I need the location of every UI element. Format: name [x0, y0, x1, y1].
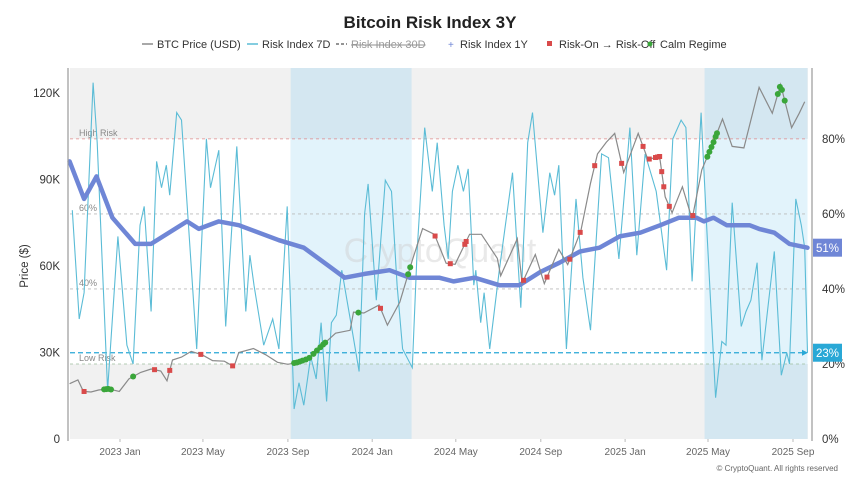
risk-on-to-off-marker [462, 241, 468, 247]
legend: BTC Price (USD) Risk Index 7D Risk Index 3… [142, 39, 727, 51]
calm-regime-marker [708, 143, 715, 150]
calm-regime-shade-band [704, 138, 808, 364]
x-tick: 2023 Jan [99, 447, 140, 458]
risk-on-to-off-marker [666, 203, 672, 209]
legend-item-label: Risk Index 7D [262, 39, 331, 51]
legend-cross-icon: + [448, 40, 454, 51]
calm-regime-marker [407, 264, 414, 271]
y-left-tick: 30K [40, 348, 61, 360]
calm-regime-marker [774, 91, 781, 98]
calm-regime-marker [405, 271, 412, 278]
legend-square-icon [547, 41, 552, 46]
y-right-tick: 0% [822, 434, 839, 446]
x-tick: 2023 May [181, 447, 225, 458]
risk-on-to-off-marker [167, 367, 173, 373]
calm-regime-marker [778, 86, 785, 93]
x-tick: 2023 Sep [266, 447, 309, 458]
risk-on-to-off-marker [198, 351, 204, 357]
risk-on-to-off-marker [592, 163, 598, 169]
calm-regime-marker [781, 97, 788, 104]
x-tick: 2025 Jan [605, 447, 646, 458]
legend-item-label: BTC Price (USD) [157, 39, 241, 51]
chart-title: Bitcoin Risk Index 3Y [344, 13, 518, 32]
y-axis-label: Price ($) [19, 244, 31, 288]
risk-on-to-off-marker [577, 229, 583, 235]
calm-regime-marker [108, 386, 115, 393]
legend-item-label: Risk Index 30D [351, 39, 426, 51]
current-1y-badge-bg [813, 238, 842, 257]
x-tick: 2024 Sep [519, 447, 562, 458]
risk-on-to-off-marker [230, 363, 236, 369]
y-left-tick: 60K [40, 261, 61, 273]
legend-item-label: Risk Index 1Y [460, 39, 529, 51]
y-right-tick: 80% [822, 134, 845, 146]
current-1y-badge: 51% [816, 243, 839, 255]
y-right-tick: 40% [822, 284, 845, 296]
risk-on-to-off-marker [690, 213, 696, 219]
calm-regime-marker [706, 148, 713, 155]
legend-dot-icon [647, 41, 653, 47]
risk-band [70, 138, 808, 364]
risk-on-to-off-marker [377, 305, 383, 311]
y-right-tick: 20% [822, 359, 845, 371]
calm-regime-marker [322, 339, 329, 346]
x-tick: 2024 May [434, 447, 478, 458]
y-right-tick: 60% [822, 209, 845, 221]
risk-on-to-off-marker [463, 238, 469, 244]
risk-on-to-off-marker [661, 184, 667, 190]
current-7d-badge: 23% [816, 348, 839, 360]
x-tick: 2025 May [686, 447, 730, 458]
reference-label: High Risk [79, 128, 118, 138]
risk-on-to-off-marker [152, 367, 158, 373]
risk-on-to-off-marker [659, 169, 665, 175]
calm-regime-marker [704, 153, 711, 160]
watermark: CryptoQuant [344, 232, 537, 270]
risk-index-7d-line [71, 82, 809, 410]
risk-on-to-off-marker [619, 160, 625, 166]
risk-on-to-off-marker [657, 153, 663, 159]
legend-item-label: Risk-On → Risk-Off [559, 39, 656, 51]
calm-regime-marker [306, 354, 313, 361]
reference-label: 40% [79, 278, 97, 288]
calm-regime-marker [355, 309, 362, 316]
risk-on-to-off-marker [81, 388, 87, 394]
risk-on-to-off-marker [646, 156, 652, 162]
risk-on-to-off-marker [544, 274, 550, 280]
current-7d-badge-bg [813, 343, 842, 362]
copyright: © CryptoQuant. All rights reserved [717, 464, 839, 473]
y-left-tick: 120K [33, 88, 60, 100]
risk-on-to-off-marker [432, 233, 438, 239]
risk-on-to-off-marker [447, 261, 453, 267]
y-left-tick: 90K [40, 175, 61, 187]
calm-regime-marker [710, 139, 717, 146]
event-markers [81, 83, 788, 394]
legend-item-label: Calm Regime [660, 39, 727, 51]
y-left-tick: 0 [54, 434, 60, 446]
risk-index-1y-line [67, 159, 810, 288]
x-tick: 2025 Sep [772, 447, 815, 458]
arrow-icon [802, 349, 808, 356]
risk-on-to-off-marker [521, 277, 527, 283]
risk-on-to-off-marker [640, 143, 646, 149]
calm-regime-marker [130, 373, 137, 380]
reference-label: Low Risk [79, 353, 116, 363]
x-tick: 2024 Jan [352, 447, 393, 458]
risk-on-to-off-marker [567, 256, 573, 262]
axes: 0 30K 60K 90K 120K 0% 20% 40% 60% 80% 2023 Jan 2023… [33, 68, 845, 458]
calm-regime-marker [713, 130, 720, 137]
